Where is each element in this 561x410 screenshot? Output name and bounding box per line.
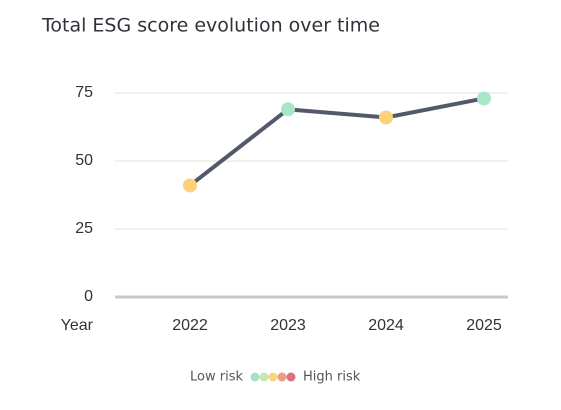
legend-low-label: Low risk [190, 370, 243, 385]
legend-dot [286, 372, 296, 382]
point [379, 110, 393, 125]
x-tick-label: 2023 [270, 317, 306, 334]
line [188, 96, 485, 188]
legend-dot [268, 372, 278, 382]
legend-high-label: High risk [303, 370, 361, 385]
x-tick-label: 2024 [368, 317, 404, 334]
y-tick-label: 0 [84, 288, 93, 305]
y-tick-label: 25 [75, 220, 93, 237]
point [183, 178, 197, 193]
point [477, 91, 491, 106]
legend-dot [277, 372, 287, 382]
x-axis-label: Year [61, 317, 94, 334]
legend-dot [259, 372, 269, 382]
point [281, 102, 295, 117]
chart-title: Total ESG score evolution over time [41, 15, 380, 37]
x-tick-label: 2022 [172, 317, 208, 334]
x-tick-label: 2025 [466, 317, 502, 334]
y-tick-label: 50 [75, 152, 93, 169]
legend-dot [250, 372, 260, 382]
y-tick-label: 75 [75, 84, 93, 101]
